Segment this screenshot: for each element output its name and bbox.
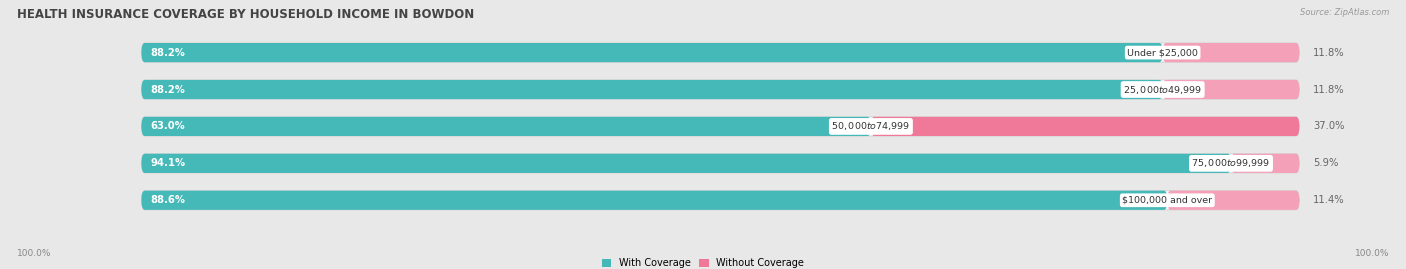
- Text: 100.0%: 100.0%: [1354, 249, 1389, 258]
- Text: 11.8%: 11.8%: [1313, 48, 1344, 58]
- FancyBboxPatch shape: [142, 117, 870, 136]
- FancyBboxPatch shape: [870, 117, 1299, 136]
- Text: 37.0%: 37.0%: [1313, 121, 1344, 132]
- FancyBboxPatch shape: [1167, 191, 1299, 210]
- FancyBboxPatch shape: [142, 43, 1163, 62]
- Text: 88.2%: 88.2%: [150, 48, 186, 58]
- FancyBboxPatch shape: [142, 191, 1299, 210]
- FancyBboxPatch shape: [142, 154, 1232, 173]
- Text: Under $25,000: Under $25,000: [1128, 48, 1198, 57]
- FancyBboxPatch shape: [1163, 80, 1299, 99]
- Text: 88.2%: 88.2%: [150, 84, 186, 94]
- Text: HEALTH INSURANCE COVERAGE BY HOUSEHOLD INCOME IN BOWDON: HEALTH INSURANCE COVERAGE BY HOUSEHOLD I…: [17, 8, 474, 21]
- Text: 11.4%: 11.4%: [1313, 195, 1344, 205]
- Text: 5.9%: 5.9%: [1313, 158, 1339, 168]
- FancyBboxPatch shape: [142, 191, 1167, 210]
- Text: 100.0%: 100.0%: [17, 249, 52, 258]
- Text: $100,000 and over: $100,000 and over: [1122, 196, 1212, 205]
- FancyBboxPatch shape: [142, 117, 1299, 136]
- FancyBboxPatch shape: [1232, 154, 1299, 173]
- Text: $75,000 to $99,999: $75,000 to $99,999: [1191, 157, 1271, 169]
- FancyBboxPatch shape: [142, 154, 1299, 173]
- FancyBboxPatch shape: [1163, 43, 1299, 62]
- Text: $25,000 to $49,999: $25,000 to $49,999: [1123, 83, 1202, 95]
- Text: 11.8%: 11.8%: [1313, 84, 1344, 94]
- FancyBboxPatch shape: [142, 80, 1299, 99]
- Text: 88.6%: 88.6%: [150, 195, 186, 205]
- Text: Source: ZipAtlas.com: Source: ZipAtlas.com: [1299, 8, 1389, 17]
- FancyBboxPatch shape: [142, 43, 1299, 62]
- Text: 63.0%: 63.0%: [150, 121, 186, 132]
- Text: 94.1%: 94.1%: [150, 158, 186, 168]
- Legend: With Coverage, Without Coverage: With Coverage, Without Coverage: [602, 259, 804, 268]
- Text: $50,000 to $74,999: $50,000 to $74,999: [831, 121, 911, 132]
- FancyBboxPatch shape: [142, 80, 1163, 99]
